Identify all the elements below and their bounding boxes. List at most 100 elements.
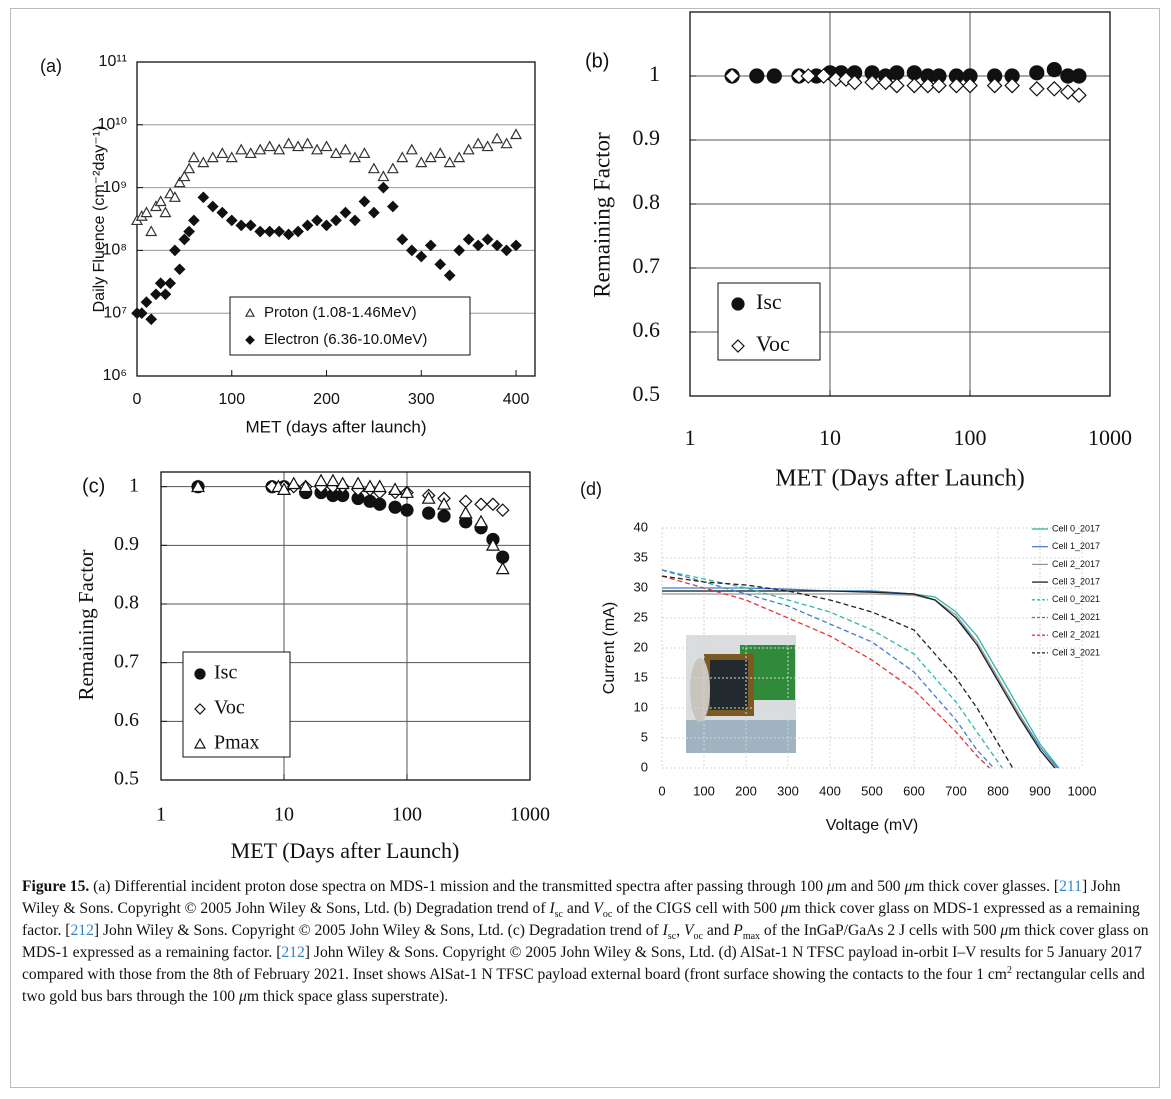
data-point bbox=[458, 494, 473, 509]
data-point bbox=[372, 479, 387, 493]
x-tick-label: 100 bbox=[693, 783, 715, 798]
x-axis-label: Voltage (mV) bbox=[826, 817, 918, 834]
legend-swatch bbox=[731, 297, 745, 311]
data-point bbox=[496, 550, 510, 564]
data-point bbox=[349, 214, 361, 227]
data-point bbox=[491, 239, 503, 252]
data-point bbox=[320, 219, 333, 232]
y-tick-label: 0.8 bbox=[114, 592, 139, 614]
caption-run: m thick space glass superstrate). bbox=[246, 988, 449, 1005]
data-point bbox=[434, 147, 447, 159]
data-point bbox=[164, 277, 177, 290]
x-axis-label: MET (Days after Launch) bbox=[775, 466, 1024, 492]
y-tick-label: 10⁶ bbox=[103, 367, 127, 384]
data-point bbox=[906, 65, 922, 81]
x-tick-label: 1000 bbox=[1068, 783, 1097, 798]
data-point bbox=[244, 219, 257, 232]
data-point bbox=[443, 156, 456, 168]
data-point bbox=[500, 244, 513, 257]
y-tick-label: 0.5 bbox=[114, 768, 139, 790]
data-point bbox=[311, 214, 323, 227]
y-axis-label: Daily Fluence (cm⁻²day⁻¹) bbox=[91, 126, 108, 313]
data-point bbox=[263, 225, 276, 238]
x-tick-label: 500 bbox=[861, 783, 883, 798]
data-point bbox=[368, 206, 380, 219]
data-point bbox=[405, 244, 418, 257]
caption-run: and bbox=[702, 922, 734, 939]
y-tick-label: 10¹¹ bbox=[99, 53, 127, 70]
data-point bbox=[510, 128, 523, 140]
data-point bbox=[216, 206, 229, 219]
x-tick-label: 200 bbox=[735, 783, 757, 798]
data-point bbox=[948, 77, 965, 94]
legend-label: Cell 2_2017 bbox=[1052, 559, 1100, 569]
chart-panel: 0.5 0.6 0.7 0.8 0.9 1 1 10 100 1000 (b) MET (Days a… bbox=[585, 11, 1132, 492]
data-point bbox=[388, 500, 402, 514]
data-point bbox=[273, 225, 285, 238]
data-point bbox=[486, 497, 500, 512]
data-point bbox=[178, 233, 191, 246]
caption-run: and bbox=[563, 900, 594, 917]
y-tick-label: 0.7 bbox=[114, 650, 139, 672]
data-point bbox=[472, 137, 485, 149]
data-point bbox=[145, 313, 158, 326]
panel-label: (d) bbox=[580, 479, 602, 499]
data-point bbox=[405, 143, 418, 155]
data-point bbox=[1046, 61, 1062, 78]
data-point bbox=[292, 225, 304, 238]
x-tick-label: 400 bbox=[503, 391, 530, 408]
data-point bbox=[301, 219, 314, 232]
data-line bbox=[662, 590, 1056, 769]
data-point bbox=[273, 143, 286, 155]
x-tick-label: 700 bbox=[945, 783, 967, 798]
y-tick-label: 25 bbox=[634, 609, 648, 624]
data-point bbox=[145, 225, 158, 237]
data-point bbox=[314, 473, 329, 487]
caption-run: I bbox=[662, 922, 668, 939]
data-point bbox=[362, 479, 377, 493]
caption-run[interactable]: 212 bbox=[281, 944, 305, 961]
data-point bbox=[1071, 68, 1087, 84]
data-point bbox=[462, 143, 475, 155]
caption-run: μ bbox=[826, 878, 835, 895]
data-point bbox=[335, 476, 350, 490]
caption-run: (a) Differential incident proton dose sp… bbox=[89, 878, 827, 895]
caption-run: max bbox=[742, 931, 761, 943]
data-point bbox=[474, 514, 489, 528]
y-tick-label: 30 bbox=[634, 579, 648, 594]
legend-swatch bbox=[244, 307, 256, 317]
data-line bbox=[661, 575, 991, 769]
data-point bbox=[749, 68, 765, 84]
data-point bbox=[244, 147, 257, 159]
data-point bbox=[286, 476, 301, 490]
caption-run: μ bbox=[239, 988, 247, 1005]
data-point bbox=[453, 244, 466, 257]
y-tick-label: 0.5 bbox=[633, 381, 661, 406]
x-tick-label: 100 bbox=[392, 804, 422, 826]
data-point bbox=[815, 68, 832, 84]
data-point bbox=[320, 140, 333, 152]
x-tick-label: 100 bbox=[218, 391, 245, 408]
data-point bbox=[325, 473, 340, 487]
data-point bbox=[766, 68, 782, 84]
caption-run[interactable]: 212 bbox=[70, 922, 94, 939]
data-point bbox=[173, 263, 186, 276]
y-tick-label: 10¹⁰ bbox=[97, 116, 127, 133]
legend-label: Cell 1_2017 bbox=[1052, 541, 1100, 551]
figure-caption: Figure 15. (a) Differential incident pro… bbox=[22, 876, 1150, 1008]
caption-run[interactable]: 211 bbox=[1059, 878, 1082, 895]
data-point bbox=[437, 509, 451, 523]
data-point bbox=[864, 74, 880, 91]
y-tick-label: 1 bbox=[129, 474, 139, 496]
caption-run: V bbox=[593, 900, 603, 917]
data-point bbox=[358, 147, 371, 159]
data-point bbox=[173, 176, 186, 188]
data-point bbox=[225, 214, 238, 227]
y-tick-label: 1 bbox=[649, 61, 660, 86]
data-point bbox=[298, 479, 313, 493]
caption-run: sc bbox=[667, 931, 677, 943]
legend-label: Proton (1.08-1.46MeV) bbox=[264, 304, 417, 321]
legend-label: Voc bbox=[756, 331, 790, 356]
y-tick-label: 0.9 bbox=[633, 125, 661, 150]
